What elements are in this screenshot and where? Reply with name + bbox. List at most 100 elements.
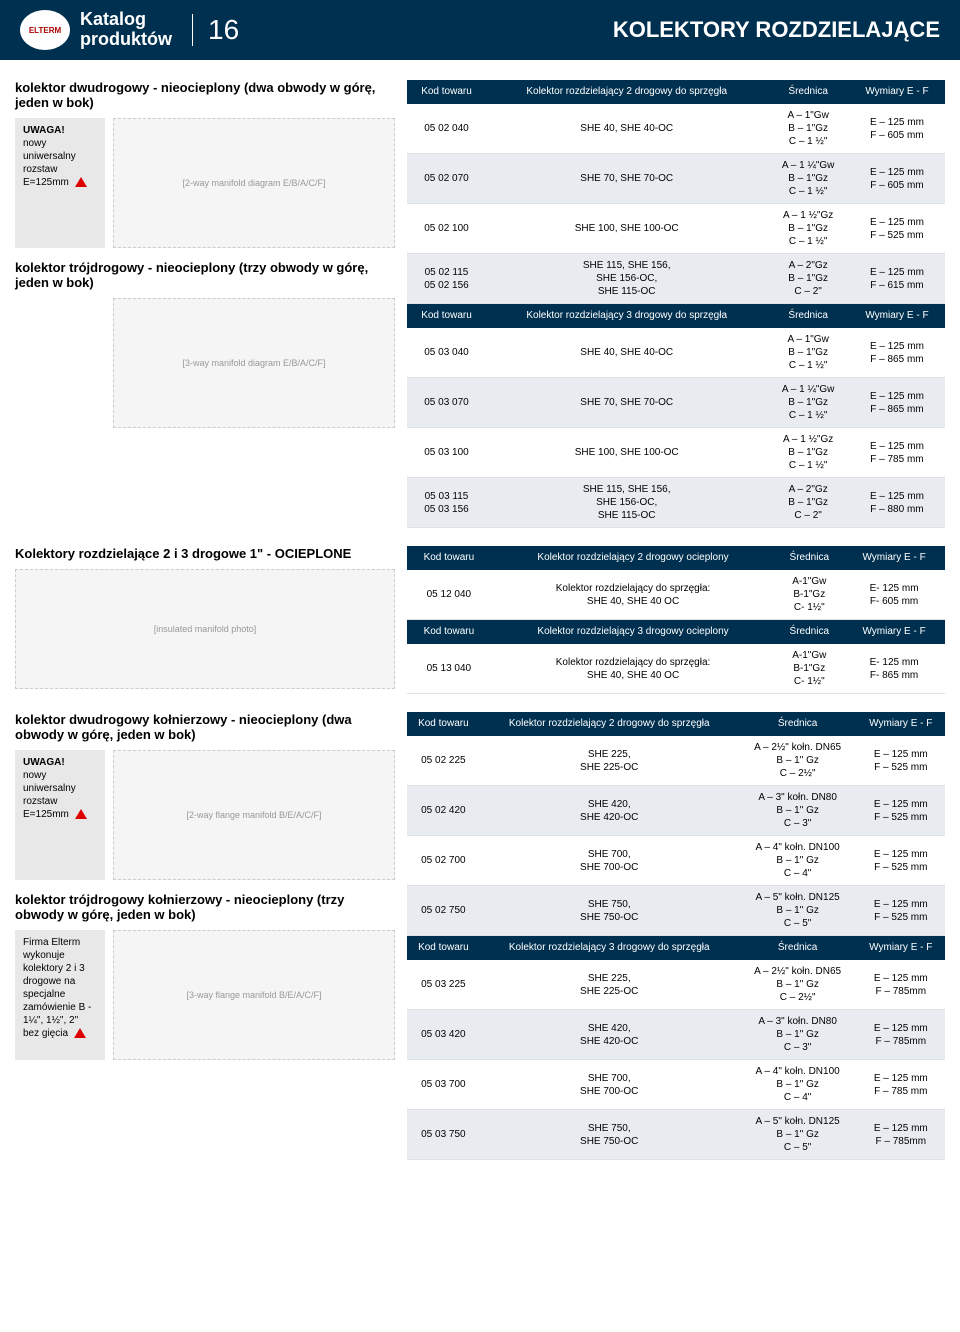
cell-name: SHE 700, SHE 700-OC	[480, 836, 739, 886]
cell-name: SHE 420, SHE 420-OC	[480, 1010, 739, 1060]
cell-code: 05 03 700	[407, 1060, 480, 1110]
cell-code: 05 02 070	[407, 154, 486, 204]
cell-code: 05 03 115 05 03 156	[407, 478, 486, 528]
th-code: Kod towaru	[407, 712, 480, 736]
th-dim: Wymiary E - F	[849, 80, 945, 104]
cell-name: SHE 100, SHE 100-OC	[486, 428, 767, 478]
cell-diam: A-1"Gw B-1"Gz C- 1½"	[775, 570, 843, 620]
cell-code: 05 02 040	[407, 104, 486, 154]
table-section3b: Kod towaru Kolektor rozdzielający 3 drog…	[407, 620, 945, 694]
cell-code: 05 03 225	[407, 960, 480, 1010]
catalog-label: Katalog produktów	[80, 10, 172, 50]
cell-code: 05 12 040	[407, 570, 491, 620]
cell-diam: A – 2"Gz B – 1"Gz C – 2"	[767, 254, 849, 304]
cell-dim: E – 125 mm F – 615 mm	[849, 254, 945, 304]
cell-code: 05 03 100	[407, 428, 486, 478]
table-row: 05 03 225SHE 225, SHE 225-OCA – 2½" kołn…	[407, 960, 945, 1010]
th-name: Kolektor rozdzielający 3 drogowy do sprz…	[486, 304, 767, 328]
table-section1: Kod towaru Kolektor rozdzielający 2 drog…	[407, 80, 945, 304]
cell-dim: E – 125 mm F – 785 mm	[849, 428, 945, 478]
cell-dim: E – 125 mm F – 865 mm	[849, 328, 945, 378]
table-section4: Kod towaru Kolektor rozdzielający 2 drog…	[407, 712, 945, 936]
th-diam: Średnica	[775, 620, 843, 644]
cell-code: 05 02 700	[407, 836, 480, 886]
cell-dim: E – 125 mm F – 525 mm	[857, 786, 945, 836]
th-dim: Wymiary E - F	[849, 304, 945, 328]
table-row: 05 02 225SHE 225, SHE 225-OCA – 2½" kołn…	[407, 736, 945, 786]
cell-name: Kolektor rozdzielający do sprzęgła: SHE …	[491, 570, 776, 620]
callout3-text: Firma Elterm wykonuje kolektory 2 i 3 dr…	[23, 937, 91, 1039]
cell-diam: A – 2"Gz B – 1"Gz C – 2"	[767, 478, 849, 528]
cell-name: SHE 750, SHE 750-OC	[480, 1110, 739, 1160]
cell-diam: A – 3" kołn. DN80 B – 1" Gz C – 3"	[739, 786, 857, 836]
cell-name: SHE 115, SHE 156, SHE 156-OC, SHE 115-OC	[486, 254, 767, 304]
table-section5: Kod towaru Kolektor rozdzielający 3 drog…	[407, 936, 945, 1160]
cell-diam: A-1"Gw B-1"Gz C- 1½"	[775, 644, 843, 694]
cell-diam: A – 1 ¼"Gw B – 1"Gz C – 1 ½"	[767, 378, 849, 428]
cell-diam: A – 4" kołn. DN100 B – 1" Gz C – 4"	[739, 1060, 857, 1110]
catalog-line2: produktów	[80, 30, 172, 50]
table-row: 05 02 700SHE 700, SHE 700-OCA – 4" kołn.…	[407, 836, 945, 886]
cell-name: Kolektor rozdzielający do sprzęgła: SHE …	[491, 644, 776, 694]
cell-diam: A – 3" kołn. DN80 B – 1" Gz C – 3"	[739, 1010, 857, 1060]
table-body-s2: 05 03 040SHE 40, SHE 40-OCA – 1"Gw B – 1…	[407, 328, 945, 528]
cell-diam: A – 2½" kołn. DN65 B – 1" Gz C – 2½"	[739, 960, 857, 1010]
callout-2: UWAGA! nowy uniwersalny rozstaw E=125mm	[15, 750, 105, 880]
cell-diam: A – 2½" kołn. DN65 B – 1" Gz C – 2½"	[739, 736, 857, 786]
table-header-row: Kod towaru Kolektor rozdzielający 2 drog…	[407, 546, 945, 570]
cell-dim: E- 125 mm F- 605 mm	[843, 570, 945, 620]
cell-diam: A – 1"Gw B – 1"Gz C – 1 ½"	[767, 328, 849, 378]
cell-diam: A – 1 ½"Gz B – 1"Gz C – 1 ½"	[767, 204, 849, 254]
table-body-s1: 05 02 040SHE 40, SHE 40-OCA – 1"Gw B – 1…	[407, 104, 945, 304]
th-dim: Wymiary E - F	[843, 546, 945, 570]
table-row: 05 02 040SHE 40, SHE 40-OCA – 1"Gw B – 1…	[407, 104, 945, 154]
page-title: KOLEKTORY ROZDZIELAJĄCE	[613, 17, 940, 43]
cell-code: 05 02 750	[407, 886, 480, 936]
table-body-s4: 05 02 225SHE 225, SHE 225-OCA – 2½" kołn…	[407, 736, 945, 936]
table-row: 05 13 040Kolektor rozdzielający do sprzę…	[407, 644, 945, 694]
table-body-s3a: 05 12 040Kolektor rozdzielający do sprzę…	[407, 570, 945, 620]
table-row: 05 03 040SHE 40, SHE 40-OCA – 1"Gw B – 1…	[407, 328, 945, 378]
cell-diam: A – 5" kołn. DN125 B – 1" Gz C – 5"	[739, 1110, 857, 1160]
cell-dim: E – 125 mm F – 605 mm	[849, 154, 945, 204]
cell-dim: E – 125 mm F – 605 mm	[849, 104, 945, 154]
table-row: 05 03 115 05 03 156SHE 115, SHE 156, SHE…	[407, 478, 945, 528]
page-number: 16	[192, 14, 239, 46]
cell-code: 05 02 115 05 02 156	[407, 254, 486, 304]
brand-logo: ELTERM	[20, 10, 70, 50]
th-diam: Średnica	[767, 304, 849, 328]
table-section2: Kod towaru Kolektor rozdzielający 3 drog…	[407, 304, 945, 528]
cell-dim: E – 125 mm F – 525 mm	[857, 836, 945, 886]
diagram-2way-flange: [2-way flange manifold B/E/A/C/F]	[113, 750, 395, 880]
table-header-row: Kod towaru Kolektor rozdzielający 2 drog…	[407, 80, 945, 104]
callout2-text: nowy uniwersalny rozstaw E=125mm	[23, 770, 76, 820]
cell-dim: E – 125 mm F – 785mm	[857, 960, 945, 1010]
diagram-insulated: [insulated manifold photo]	[15, 569, 395, 689]
th-dim: Wymiary E - F	[857, 936, 945, 960]
th-name: Kolektor rozdzielający 3 drogowy ocieplo…	[491, 620, 776, 644]
diagram-3way-flange: [3-way flange manifold B/E/A/C/F]	[113, 930, 395, 1060]
table-header-row: Kod towaru Kolektor rozdzielający 3 drog…	[407, 304, 945, 328]
callout-1: UWAGA! nowy uniwersalny rozstaw E=125mm	[15, 118, 105, 248]
table-row: 05 12 040Kolektor rozdzielający do sprzę…	[407, 570, 945, 620]
section2-title: kolektor trójdrogowy - nieocieplony (trz…	[15, 260, 395, 290]
cell-diam: A – 1 ¼"Gw B – 1"Gz C – 1 ½"	[767, 154, 849, 204]
page-header: ELTERM Katalog produktów 16 KOLEKTORY RO…	[0, 0, 960, 60]
cell-name: SHE 750, SHE 750-OC	[480, 886, 739, 936]
cell-name: SHE 225, SHE 225-OC	[480, 960, 739, 1010]
table-section3a: Kod towaru Kolektor rozdzielający 2 drog…	[407, 546, 945, 620]
th-code: Kod towaru	[407, 304, 486, 328]
callout1-text: nowy uniwersalny rozstaw E=125mm	[23, 138, 76, 188]
callout2-title: UWAGA!	[23, 756, 97, 769]
warning-icon	[75, 177, 87, 187]
cell-dim: E – 125 mm F – 785mm	[857, 1010, 945, 1060]
th-code: Kod towaru	[407, 936, 480, 960]
th-code: Kod towaru	[407, 620, 491, 644]
section3-title: Kolektory rozdzielające 2 i 3 drogowe 1"…	[15, 546, 395, 561]
table-header-row: Kod towaru Kolektor rozdzielający 3 drog…	[407, 936, 945, 960]
diagram-2way: [2-way manifold diagram E/B/A/C/F]	[113, 118, 395, 248]
th-diam: Średnica	[775, 546, 843, 570]
th-dim: Wymiary E - F	[843, 620, 945, 644]
th-diam: Średnica	[739, 936, 857, 960]
cell-code: 05 02 225	[407, 736, 480, 786]
